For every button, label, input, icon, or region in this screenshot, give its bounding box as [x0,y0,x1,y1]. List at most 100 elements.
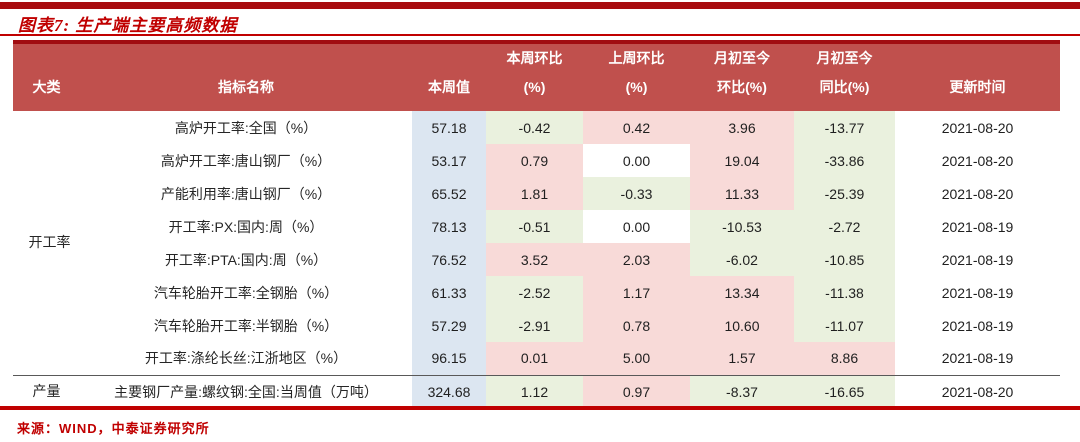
wow-cell: 0.01 [486,342,583,375]
prev-wow-cell: 2.03 [583,243,690,276]
mtd-yoy-cell: -25.39 [794,177,895,210]
week-value-cell: 96.15 [412,342,486,375]
top-accent-bar [0,2,1080,9]
mtd-mom-cell: -10.53 [690,210,794,243]
prev-wow-cell: 0.97 [583,374,690,408]
mtd-yoy-cell: -16.65 [794,374,895,408]
update-time-cell: 2021-08-20 [941,119,1014,136]
mtd-yoy-cell: -2.72 [794,210,895,243]
column-header-line: 更新时间 [949,79,1006,95]
wow-cell: -2.52 [486,276,583,309]
table-row: 汽车轮胎开工率:半钢胎（%） 57.29 -2.91 0.78 10.60 -11.07 2… [13,309,1060,342]
high-frequency-data-table: 大类 指标名称 本周值 本周环比 (%) 上周环比 (%) 月初至今 环比(%) 月初至今 同比(%… [13,40,1060,408]
wow-cell: 1.12 [486,374,583,408]
mtd-mom-cell: 19.04 [690,144,794,177]
mtd-yoy-cell: -33.86 [794,144,895,177]
category-label: 开工率 [28,234,71,251]
week-value-cell: 65.52 [412,177,486,210]
indicator-name-cell: 开工率:PX:国内:周（%） [168,218,324,235]
wow-cell: 0.79 [486,144,583,177]
prev-wow-cell: 0.78 [583,309,690,342]
update-time-cell: 2021-08-20 [941,185,1014,202]
mtd-mom-cell: 13.34 [690,276,794,309]
column-header-line: 月初至今 [714,50,770,66]
prev-wow-cell: -0.33 [583,177,690,210]
mtd-mom-cell: 11.33 [690,177,794,210]
week-value-cell: 53.17 [412,144,486,177]
indicator-name-cell: 主要钢厂产量:螺纹钢:全国:当周值（万吨） [80,374,412,408]
update-time-cell: 2021-08-20 [941,152,1014,169]
column-header-prev_wow: 上周环比 (%) [583,40,690,111]
column-header-category: 大类 [13,40,80,111]
mtd-mom-cell: -6.02 [690,243,794,276]
table-body: 开工率 高炉开工率:全国（%） 57.18 -0.42 0.42 3.96 -13.77 20… [13,111,1060,408]
update-time-cell: 2021-08-19 [941,284,1014,301]
wow-cell: -0.42 [486,111,583,144]
week-value-cell: 57.29 [412,309,486,342]
table-row: 开工率 高炉开工率:全国（%） 57.18 -0.42 0.42 3.96 -13.77 20… [13,111,1060,250]
table-row: 开工率:PTA:国内:周（%） 76.52 3.52 2.03 -6.02 -10.85 2… [13,243,1060,276]
column-header-line: 环比(%) [717,79,767,95]
column-header-week_value: 本周值 [412,40,486,111]
category-cell: 产量 [13,374,80,408]
update-time-cell: 2021-08-19 [941,218,1014,235]
table-row: 产能利用率:唐山钢厂（%） 65.52 1.81 -0.33 11.33 -25.39 20… [13,177,1060,210]
mtd-mom-cell: 10.60 [690,309,794,342]
table-row: 产量 主要钢厂产量:螺纹钢:全国:当周值（万吨） 324.68 1.12 0.97 -8.… [13,374,1060,408]
week-value-cell: 61.33 [412,276,486,309]
update-time-cell: 2021-08-20 [895,374,1060,408]
table-row: 开工率:涤纶长丝:江浙地区（%） 96.15 0.01 5.00 1.57 8.86 202… [13,342,1060,375]
column-header-mtd_mom: 月初至今环比(%) [690,40,794,111]
prev-wow-cell: 1.17 [583,276,690,309]
column-header-line: (%) [523,79,546,95]
indicator-name-cell: 高炉开工率:全国（%） [174,119,318,136]
column-header-indicator: 指标名称 [80,40,412,111]
update-time-cell: 2021-08-19 [941,251,1014,268]
column-header-line: 指标名称 [218,79,274,95]
bottom-accent-rule [0,406,1080,410]
mtd-mom-cell: 1.57 [690,342,794,375]
wow-cell: 3.52 [486,243,583,276]
week-value-cell: 324.68 [412,374,486,408]
update-time-cell: 2021-08-19 [941,317,1014,334]
column-header-line: 上周环比 [608,50,665,66]
indicator-name-cell: 汽车轮胎开工率:半钢胎（%） [153,317,339,334]
wow-cell: -0.51 [486,210,583,243]
column-header-line: 同比(%) [819,79,870,95]
mtd-yoy-cell: -11.38 [794,276,895,309]
prev-wow-cell: 0.42 [583,111,690,144]
wow-cell: 1.81 [486,177,583,210]
week-value-cell: 57.18 [412,111,486,144]
title-underline [0,34,1080,36]
mtd-yoy-cell: -13.77 [794,111,895,144]
column-header-line: 月初至今 [816,50,873,66]
mtd-yoy-cell: -10.85 [794,243,895,276]
mtd-yoy-cell: -11.07 [794,309,895,342]
table-row: 开工率:PX:国内:周（%） 78.13 -0.51 0.00 -10.53 -2.72 2… [13,210,1060,243]
week-value-cell: 78.13 [412,210,486,243]
indicator-name-cell: 开工率:涤纶长丝:江浙地区（%） [144,350,348,367]
figure-title: 图表7: 生产端主要高频数据 [18,16,238,35]
column-header-line: (%) [625,79,648,95]
prev-wow-cell: 5.00 [583,342,690,375]
table-row: 高炉开工率:唐山钢厂（%） 53.17 0.79 0.00 19.04 -33.86 202… [13,144,1060,177]
mtd-yoy-cell: 8.86 [794,342,895,375]
indicator-name-cell: 开工率:PTA:国内:周（%） [164,251,328,268]
column-header-line: 本周值 [428,79,470,95]
prev-wow-cell: 0.00 [583,144,690,177]
column-header-line: 大类 [32,79,61,95]
mtd-mom-cell: 3.96 [690,111,794,144]
update-time-cell: 2021-08-19 [941,350,1014,367]
column-header-wow: 本周环比 (%) [486,40,583,111]
table-header-row: 大类 指标名称 本周值 本周环比 (%) 上周环比 (%) 月初至今 环比(%) 月初至今 同比(%… [13,40,1060,111]
column-header-update_time: 更新时间 [895,40,1060,111]
prev-wow-cell: 0.00 [583,210,690,243]
week-value-cell: 76.52 [412,243,486,276]
indicator-name-cell: 汽车轮胎开工率:全钢胎（%） [153,284,339,301]
mtd-mom-cell: -8.37 [690,374,794,408]
indicator-name-cell: 产能利用率:唐山钢厂（%） [160,185,332,202]
column-header-mtd_yoy: 月初至今同比(%) [794,40,895,111]
wow-cell: -2.91 [486,309,583,342]
table-row: 汽车轮胎开工率:全钢胎（%） 61.33 -2.52 1.17 13.34 -11.38 2… [13,276,1060,309]
category-label: 产量 [32,383,61,400]
